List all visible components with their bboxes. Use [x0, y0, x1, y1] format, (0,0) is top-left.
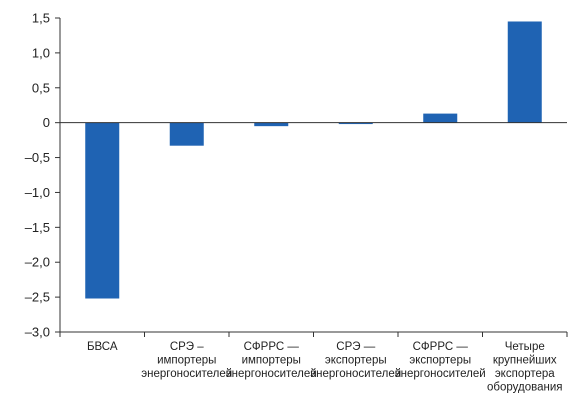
- x-axis: [59, 122, 568, 337]
- category-label-line: импортеры: [242, 355, 301, 367]
- category-label-line: крупнейших: [493, 355, 557, 367]
- category-label-line: Четыре: [505, 341, 545, 353]
- category-label-line: экспортера: [495, 368, 555, 380]
- category-label-line: СФРРС —: [244, 341, 300, 353]
- bar: [169, 122, 204, 146]
- category-label-line: энергоносителей: [226, 368, 317, 380]
- y-tick-label: –1,0: [25, 185, 50, 200]
- y-tick-label: 0,5: [32, 80, 50, 95]
- category-label: БВСА: [87, 341, 118, 353]
- bar: [85, 122, 120, 299]
- category-label-line: СРЭ —: [336, 341, 375, 353]
- category-label-line: импортеры: [157, 355, 216, 367]
- y-tick-label: –0,5: [25, 150, 50, 165]
- category-label-line: энергоносителей: [310, 368, 401, 380]
- y-tick-label: –2,5: [25, 290, 50, 305]
- y-tick-label: 1,5: [32, 11, 50, 26]
- bar: [254, 122, 289, 127]
- category-label-line: энергоносителей: [395, 368, 486, 380]
- category-label-line: БВСА: [87, 341, 118, 353]
- y-tick-label: –1,5: [25, 220, 50, 235]
- category-label: СРЭ – импортеры энергоносителей: [141, 341, 232, 380]
- category-label-line: СРЭ –: [170, 341, 204, 353]
- bar-series: [85, 21, 542, 299]
- category-label: Четыре крупнейших экспортера оборудования: [487, 341, 563, 394]
- category-label-line: энергоносителей: [141, 368, 232, 380]
- y-tick-label: –2,0: [25, 255, 50, 270]
- category-label: СФРРС — импортеры энергоносителей: [226, 341, 317, 380]
- category-label-line: СФРРС —: [413, 341, 469, 353]
- bar: [507, 21, 542, 123]
- category-label-line: оборудования: [487, 382, 563, 394]
- category-label: СРЭ — экспортеры энергоносителей: [310, 341, 401, 380]
- bar: [423, 113, 458, 123]
- y-tick-label: 1,0: [32, 45, 50, 60]
- bar: [338, 122, 373, 125]
- category-label: СФРРС — экспортеры энергоносителей: [395, 341, 486, 380]
- y-axis: 1,5 1,0 0,5 0 –0,5 –1,0 –1,5 –2,0 –2,5 –3,0: [25, 11, 61, 340]
- y-tick-label: 0: [43, 115, 50, 130]
- category-label-line: экспортеры: [409, 355, 471, 367]
- y-tick-label: –3,0: [25, 325, 50, 340]
- category-label-line: экспортеры: [325, 355, 387, 367]
